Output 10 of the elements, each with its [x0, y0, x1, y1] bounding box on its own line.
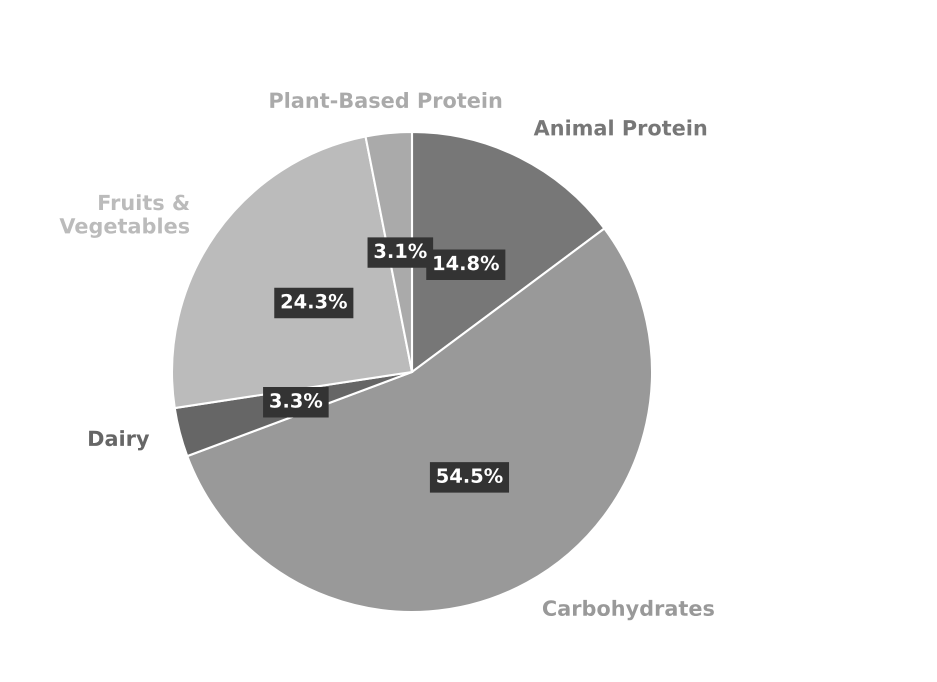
- data-label: 14.8%: [434, 256, 499, 270]
- slice-label: Plant-Based Protein: [270, 92, 502, 108]
- data-label: 54.5%: [437, 468, 503, 483]
- slice-label: Animal Protein: [534, 120, 706, 136]
- data-label: 24.3%: [282, 294, 347, 309]
- slice-label: Carbohydrates: [542, 600, 714, 620]
- data-label: 3.3%: [270, 393, 322, 408]
- slice-label: Dairy: [89, 430, 150, 450]
- data-label: 3.1%: [374, 244, 427, 258]
- slice-label: Fruits & Vegetables: [59, 194, 190, 238]
